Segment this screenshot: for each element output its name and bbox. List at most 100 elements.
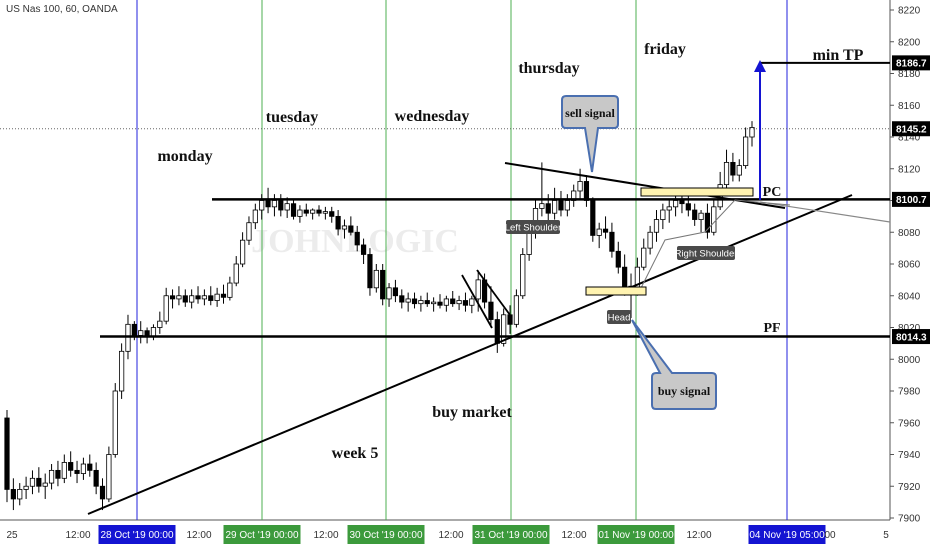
candle-body <box>647 231 653 249</box>
x-tick-label: 00 <box>824 530 836 541</box>
x-tick-label: 30 Oct '19 00:00 <box>349 530 423 541</box>
y-tick-label: 7940 <box>898 450 921 461</box>
candle-body <box>360 244 367 255</box>
candle-body <box>411 298 418 305</box>
candle-body <box>469 298 475 306</box>
y-tick-label: 8060 <box>898 260 921 271</box>
candle-body <box>456 300 462 305</box>
candle-body <box>106 454 112 500</box>
y-tick-label: 8000 <box>898 355 921 366</box>
y-tick-label: 7980 <box>898 387 921 398</box>
price-badge-box <box>892 329 930 345</box>
y-tick-label: 7960 <box>898 418 921 429</box>
y-tick-label: 8200 <box>898 37 921 48</box>
candle-body <box>131 323 137 336</box>
candle-body <box>711 206 717 233</box>
candle-body <box>743 136 749 166</box>
date-badge-box <box>223 525 301 544</box>
right-shoulder-label-box <box>677 246 735 260</box>
x-tick-label: 12:00 <box>686 530 711 541</box>
price-badge: 8186.7 <box>896 59 927 70</box>
day-label-tuesday: tuesday <box>266 109 318 126</box>
candle-body <box>520 254 526 297</box>
day-label-thursday: thursday <box>518 60 579 77</box>
candle-body <box>431 301 437 305</box>
candle-body <box>386 287 392 300</box>
head-label: Head <box>608 313 631 324</box>
candle-body <box>17 489 23 500</box>
pattern-path <box>639 199 791 291</box>
x-tick-label: 12:00 <box>561 530 586 541</box>
candle-body <box>169 295 176 300</box>
candle-body <box>80 463 87 474</box>
candle-body <box>539 203 545 209</box>
candle-body <box>736 165 742 176</box>
y-tick-label: 8160 <box>898 101 921 112</box>
candle-body <box>163 295 169 322</box>
y-tick-label: 8120 <box>898 164 921 175</box>
candle-body <box>271 200 278 208</box>
candle-body <box>730 161 736 176</box>
candle-body <box>418 300 424 305</box>
candle-body <box>679 200 685 205</box>
price-badge: 8145.2 <box>896 125 927 136</box>
candle-body <box>278 200 284 211</box>
candle-body <box>303 209 309 214</box>
sell-signal-callout <box>561 95 619 173</box>
target-arrow-head <box>754 60 766 72</box>
candle-body <box>704 212 711 233</box>
candle-body <box>189 295 195 303</box>
candle-body <box>723 161 730 186</box>
left-shoulder-label: Left Shoulder <box>505 223 562 234</box>
candle-body <box>208 295 214 301</box>
candle-body <box>310 209 316 214</box>
candle-body <box>284 203 290 211</box>
candle-body <box>583 181 590 201</box>
candle-body <box>526 231 532 255</box>
candle-body <box>685 203 691 211</box>
candle-body <box>87 463 93 471</box>
price-badge: 8014.3 <box>896 332 927 343</box>
candle-body <box>157 320 163 328</box>
candle-body <box>660 209 666 220</box>
x-tick-label: 12:00 <box>313 530 338 541</box>
price-badge-box <box>892 191 930 207</box>
day-label-wednesday: wednesday <box>395 108 470 125</box>
candle-body <box>405 298 411 303</box>
candle-body <box>602 228 609 233</box>
week-label: week 5 <box>332 445 379 462</box>
candle-body <box>138 330 144 336</box>
head-label-box <box>607 310 631 324</box>
candle-body <box>596 228 602 236</box>
candle-body <box>297 209 303 217</box>
candle-body <box>494 319 500 344</box>
date-badge-box <box>347 525 425 544</box>
y-tick-label: 8140 <box>898 133 921 144</box>
x-tick-label: 01 Nov '19 00:00 <box>598 530 674 541</box>
x-tick-label: 31 Oct '19 00:00 <box>474 530 548 541</box>
candle-body <box>48 469 55 484</box>
candle-body <box>176 295 182 300</box>
candle-body <box>125 323 131 352</box>
candle-body <box>558 200 564 211</box>
candle-body <box>698 212 704 220</box>
x-tick-label: 12:00 <box>65 530 90 541</box>
left-shoulder-label-box <box>506 220 560 234</box>
candle-body <box>392 287 399 297</box>
candle-body <box>475 279 481 300</box>
sell-signal-label: sell signal <box>565 106 615 120</box>
candle-body <box>259 200 265 211</box>
candle-body <box>10 489 16 500</box>
candle-body <box>653 219 660 233</box>
candle-body <box>545 203 551 214</box>
y-tick-label: 8080 <box>898 228 921 239</box>
candle-body <box>195 295 201 300</box>
candle-body <box>488 301 494 320</box>
x-tick-label: 28 Oct '19 00:00 <box>100 530 174 541</box>
x-tick-label: 5 <box>883 530 889 541</box>
y-tick-label: 8040 <box>898 291 921 302</box>
candle-body <box>341 225 348 230</box>
candle-body <box>4 417 10 490</box>
